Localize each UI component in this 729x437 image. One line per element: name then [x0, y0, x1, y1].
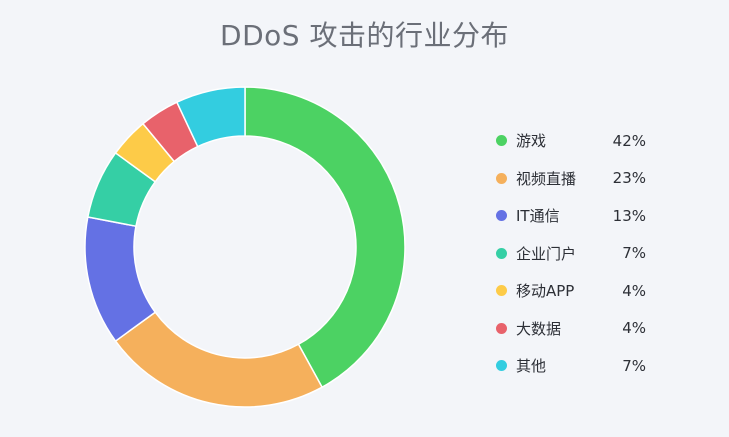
legend-swatch — [496, 210, 507, 222]
legend-swatch — [496, 360, 507, 372]
legend-item[interactable]: 大数据 4% — [496, 310, 646, 348]
legend-item[interactable]: 移动APP 4% — [496, 272, 646, 310]
legend-value: 7% — [622, 356, 646, 375]
legend-label: 其他 — [516, 357, 547, 376]
legend-value: 13% — [612, 206, 646, 225]
legend-value: 23% — [612, 169, 646, 188]
legend-item[interactable]: 企业门户 7% — [496, 235, 646, 273]
legend-item[interactable]: 游戏 42% — [496, 122, 646, 160]
legend-label: 移动APP — [516, 282, 575, 301]
legend-swatch — [496, 172, 507, 184]
legend-item[interactable]: 视频直播 23% — [496, 160, 646, 198]
legend-value: 7% — [622, 244, 646, 263]
legend-label: 企业门户 — [516, 244, 577, 263]
legend-swatch — [496, 247, 507, 259]
chart-title: DDoS 攻击的行业分布 — [220, 19, 509, 52]
legend: 游戏 42% 视频直播 23% IT通信 13% 企业门户 7% 移动APP 4… — [496, 122, 646, 385]
legend-label: 游戏 — [516, 132, 547, 151]
legend-item[interactable]: 其他 7% — [496, 347, 646, 385]
legend-label: IT通信 — [516, 207, 560, 226]
legend-swatch — [496, 285, 507, 297]
donut-slice-2[interactable] — [114, 311, 323, 408]
legend-label: 视频直播 — [516, 169, 577, 188]
legend-value: 42% — [612, 131, 646, 150]
legend-value: 4% — [622, 281, 646, 300]
legend-swatch — [496, 135, 507, 147]
donut-slice-7[interactable] — [176, 86, 246, 148]
legend-item[interactable]: IT通信 13% — [496, 197, 646, 235]
legend-value: 4% — [622, 319, 646, 338]
legend-label: 大数据 — [516, 319, 562, 338]
donut-slice-1[interactable] — [244, 86, 406, 388]
legend-swatch — [496, 322, 507, 334]
